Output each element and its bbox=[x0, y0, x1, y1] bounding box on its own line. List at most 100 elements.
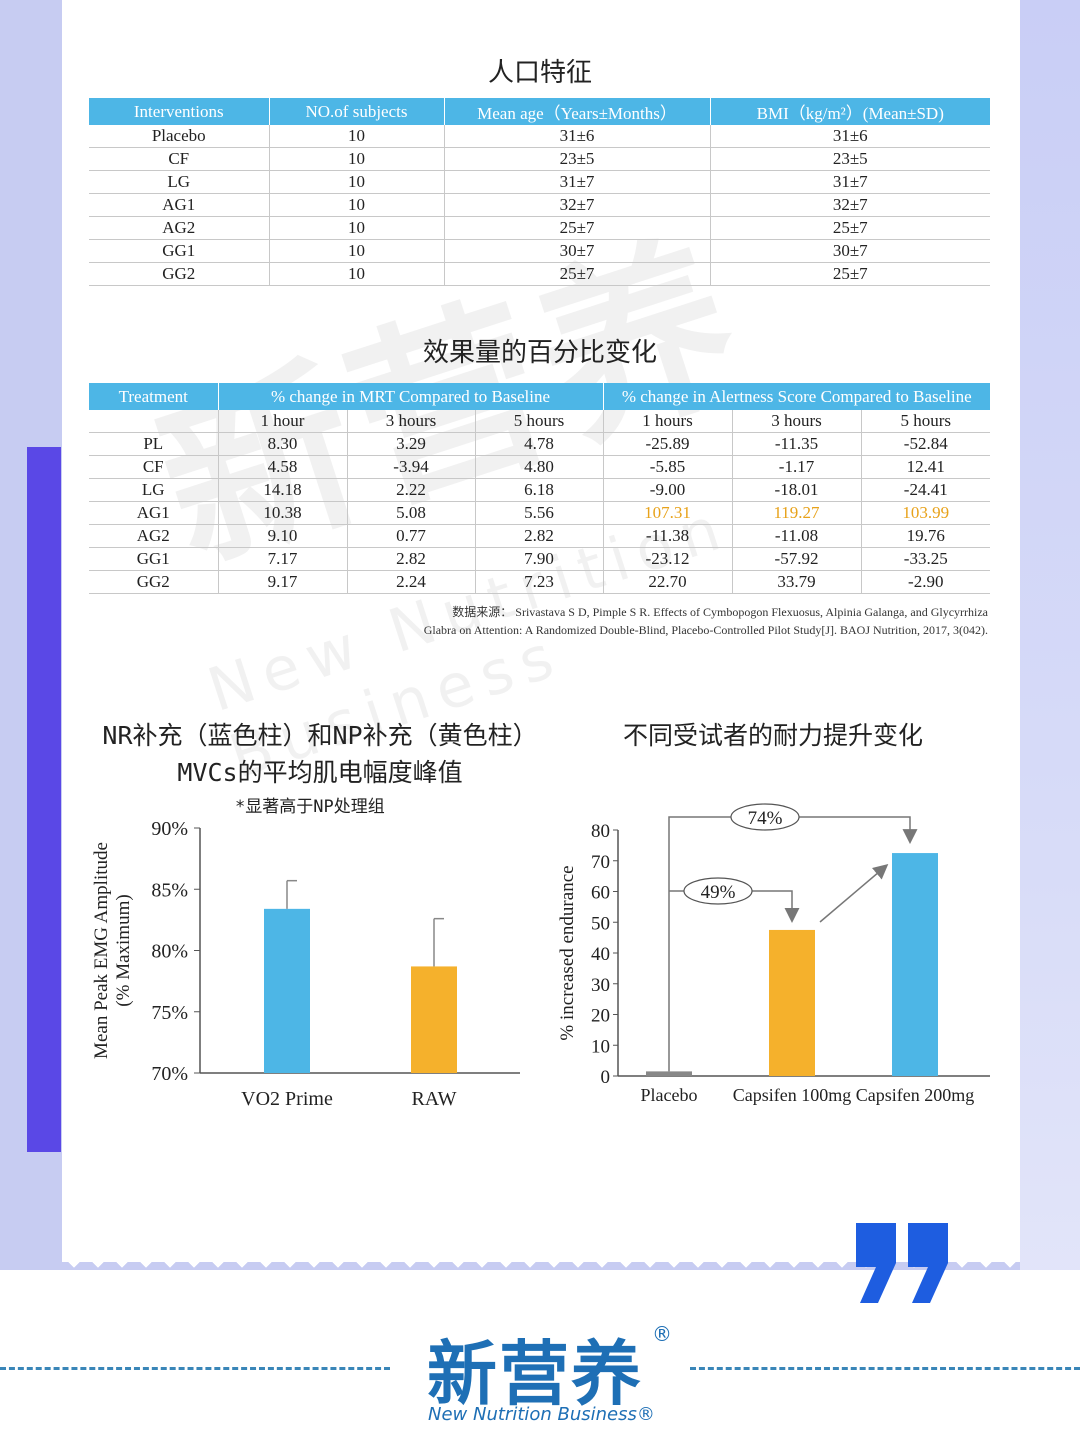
table-cell: 19.76 bbox=[861, 524, 990, 548]
table-cell: 9.17 bbox=[218, 570, 348, 594]
table-row: GG2 9.17 2.24 7.23 22.70 33.79 -2.90 bbox=[89, 570, 990, 594]
y-tick-label: 75% bbox=[151, 1002, 188, 1024]
table-row: AG1 10 32±7 32±7 bbox=[89, 193, 990, 217]
y-axis-label: % increased endurance bbox=[557, 865, 578, 1040]
x-tick-label: Capsifen 200mg bbox=[856, 1085, 975, 1105]
table-cell: 2.82 bbox=[475, 524, 604, 548]
table-cell: 30±7 bbox=[444, 239, 711, 263]
table-cell: 8.30 bbox=[218, 432, 348, 456]
table-cell: GG2 bbox=[89, 262, 270, 286]
quote-mark-icon bbox=[856, 1223, 948, 1303]
table-cell: 32±7 bbox=[710, 193, 990, 217]
brand-logo-en: New Nutrition Business® bbox=[428, 1404, 655, 1425]
decorative-left-stripe bbox=[27, 447, 61, 1152]
table-cell: 22.70 bbox=[603, 570, 733, 594]
y-tick-label: 80% bbox=[151, 941, 188, 963]
table-cell: 10 bbox=[269, 193, 445, 217]
table-cell: AG1 bbox=[89, 193, 270, 217]
x-tick-label: Capsifen 100mg bbox=[733, 1085, 852, 1105]
y-tick-label: 0 bbox=[601, 1067, 611, 1088]
table-cell: -52.84 bbox=[861, 432, 990, 456]
table-cell: 10 bbox=[269, 216, 445, 240]
table-subheader-cell: 3 hours bbox=[732, 410, 862, 433]
y-tick-label: 40 bbox=[591, 944, 610, 965]
y-tick-label: 20 bbox=[591, 1006, 610, 1027]
bar bbox=[769, 929, 815, 1076]
table-cell: 31±6 bbox=[710, 125, 990, 148]
table2-header-cell: % change in MRT Compared to Baseline bbox=[218, 383, 604, 410]
footer-band bbox=[0, 1270, 1080, 1440]
table-cell: -25.89 bbox=[603, 432, 733, 456]
table-cell: 107.31 bbox=[603, 501, 733, 525]
table-row: CF 10 23±5 23±5 bbox=[89, 147, 990, 171]
table-cell: 10 bbox=[269, 262, 445, 286]
table-cell: 31±6 bbox=[444, 125, 711, 148]
table-cell: -11.08 bbox=[732, 524, 862, 548]
table1-header-cell: Mean age（Years±Months） bbox=[444, 98, 711, 125]
table-row: LG 10 31±7 31±7 bbox=[89, 170, 990, 194]
table-cell: 10 bbox=[269, 125, 445, 148]
table-cell: 25±7 bbox=[710, 262, 990, 286]
table-cell: LG bbox=[89, 478, 219, 502]
table-row: AG2 10 25±7 25±7 bbox=[89, 216, 990, 240]
table-cell: -57.92 bbox=[732, 547, 862, 571]
bar bbox=[411, 966, 457, 1073]
table-cell: 6.18 bbox=[475, 478, 604, 502]
table2-title: 效果量的百分比变化 bbox=[422, 338, 657, 368]
table-cell: -18.01 bbox=[732, 478, 862, 502]
table-cell: 31±7 bbox=[444, 170, 711, 194]
table-cell: -3.94 bbox=[347, 455, 476, 479]
table-cell: 2.82 bbox=[347, 547, 476, 571]
data-source-note: 数据来源： Srivastava S D, Pimple S R. Effect… bbox=[288, 603, 988, 639]
table-cell: 5.56 bbox=[475, 501, 604, 525]
table-cell: 2.22 bbox=[347, 478, 476, 502]
background-right-band bbox=[1020, 0, 1080, 1440]
table-cell: 25±7 bbox=[444, 216, 711, 240]
table-cell: 9.10 bbox=[218, 524, 348, 548]
table-cell: -11.38 bbox=[603, 524, 733, 548]
table-cell: -5.85 bbox=[603, 455, 733, 479]
table-cell: 30±7 bbox=[710, 239, 990, 263]
table-cell: 32±7 bbox=[444, 193, 711, 217]
table-row: GG1 7.17 2.82 7.90 -23.12 -57.92 -33.25 bbox=[89, 547, 990, 571]
table-cell: 25±7 bbox=[444, 262, 711, 286]
x-tick-label: Placebo bbox=[641, 1085, 698, 1105]
y-tick-label: 70 bbox=[591, 852, 610, 873]
source-line-2: Glabra on Attention: A Randomized Double… bbox=[423, 623, 988, 637]
y-tick-label: 70% bbox=[151, 1063, 188, 1085]
y-tick-label: 80 bbox=[591, 821, 610, 842]
table-cell: -2.90 bbox=[861, 570, 990, 594]
table1-header-cell: NO.of subjects bbox=[269, 98, 445, 125]
x-tick-label: RAW bbox=[411, 1088, 456, 1110]
left-chart-title-line2: MVCs的平均肌电幅度峰值 bbox=[177, 758, 463, 787]
table-cell: 12.41 bbox=[861, 455, 990, 479]
table-cell: -11.35 bbox=[732, 432, 862, 456]
bar bbox=[264, 908, 310, 1073]
table-cell: AG2 bbox=[89, 216, 270, 240]
footer-divider-right bbox=[690, 1367, 1080, 1370]
table-cell: AG2 bbox=[89, 524, 219, 548]
table-cell: 25±7 bbox=[710, 216, 990, 240]
bar bbox=[892, 853, 938, 1076]
x-tick-label: VO2 Prime bbox=[241, 1088, 333, 1110]
table-row: GG2 10 25±7 25±7 bbox=[89, 262, 990, 286]
table-cell: 4.58 bbox=[218, 455, 348, 479]
source-line-1: 数据来源： Srivastava S D, Pimple S R. Effect… bbox=[452, 605, 988, 619]
y-tick-label: 50 bbox=[591, 913, 610, 934]
table-cell: 0.77 bbox=[347, 524, 476, 548]
table-cell: 23±5 bbox=[710, 147, 990, 171]
left-chart-title-line1: NR补充（蓝色柱）和NP补充（黄色柱） bbox=[102, 721, 538, 750]
table-row: CF 4.58 -3.94 4.80 -5.85 -1.17 12.41 bbox=[89, 455, 990, 479]
table2-header-cell: Treatment bbox=[89, 383, 219, 410]
y-tick-label: 30 bbox=[591, 975, 610, 996]
table-row: PL 8.30 3.29 4.78 -25.89 -11.35 -52.84 bbox=[89, 432, 990, 456]
table-subheader-cell: 5 hours bbox=[861, 410, 990, 433]
table-cell: LG bbox=[89, 170, 270, 194]
table-cell: 7.23 bbox=[475, 570, 604, 594]
table-subheader-cell: 1 hours bbox=[603, 410, 733, 433]
callout-bubble bbox=[683, 877, 753, 905]
table-cell: 4.78 bbox=[475, 432, 604, 456]
y-tick-label: 60 bbox=[591, 883, 610, 904]
brand-registered-mark: ® bbox=[652, 1322, 672, 1346]
table-cell: 7.90 bbox=[475, 547, 604, 571]
